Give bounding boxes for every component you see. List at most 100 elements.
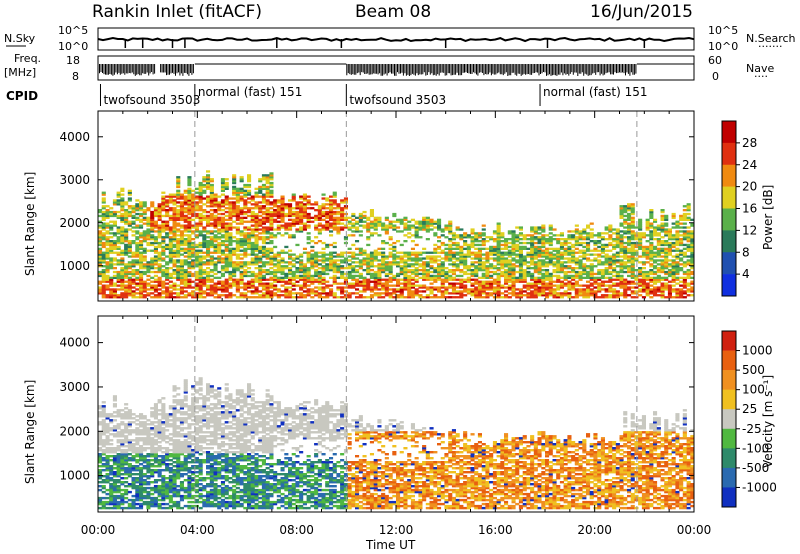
heatmap-cell (265, 292, 270, 295)
heatmap-cell (187, 220, 192, 223)
heatmap-cell (153, 209, 158, 212)
heatmap-cell (243, 251, 248, 254)
heatmap-cell (269, 278, 274, 281)
heatmap-cell (511, 234, 516, 237)
heatmap-cell (220, 284, 225, 287)
heatmap-cell (127, 214, 132, 218)
heatmap-cell (425, 238, 430, 241)
heatmap-cell (295, 216, 300, 219)
heatmap-cell (407, 292, 412, 295)
heatmap-cell (183, 209, 188, 212)
heatmap-cell (422, 265, 427, 268)
heatmap-cell (213, 261, 218, 264)
heatmap-cell (306, 270, 311, 274)
heatmap-cell (515, 243, 520, 247)
heatmap-cell (664, 249, 669, 252)
heatmap-cell (168, 280, 173, 283)
heatmap-cell (139, 296, 144, 299)
heatmap-cell (276, 209, 281, 212)
heatmap-cell (500, 272, 505, 276)
heatmap-cell (101, 236, 106, 239)
heatmap-cell (168, 272, 173, 276)
heatmap-cell (165, 199, 170, 202)
heatmap-cell (261, 201, 266, 204)
heatmap-cell (638, 234, 643, 237)
heatmap-cell (176, 288, 181, 291)
heatmap-cell (660, 236, 665, 239)
heatmap-cell (321, 276, 326, 279)
heatmap-cell (116, 296, 121, 299)
heatmap-cell (582, 294, 587, 297)
heatmap-cell (176, 210, 181, 214)
heatmap-cell (191, 263, 196, 266)
heatmap-cell (593, 286, 598, 289)
heatmap-cell (209, 199, 214, 202)
heatmap-cell (608, 249, 613, 252)
heatmap-cell (377, 253, 382, 256)
heatmap-cell (224, 185, 229, 189)
heatmap-cell (206, 292, 211, 295)
heatmap-cell (224, 245, 229, 249)
heatmap-cell (485, 282, 490, 285)
heatmap-cell (604, 288, 609, 291)
heatmap-cell (522, 261, 527, 264)
heatmap-cell (518, 247, 523, 250)
heatmap-cell (157, 226, 162, 229)
heatmap-cell (440, 286, 445, 289)
heatmap-cell (183, 220, 188, 223)
heatmap-cell (533, 226, 538, 229)
heatmap-cell (120, 261, 125, 264)
heatmap-cell (105, 251, 110, 254)
heatmap-cell (265, 278, 270, 281)
heatmap-cell (273, 212, 278, 216)
heatmap-cell (615, 240, 620, 243)
heatmap-cell (172, 243, 177, 247)
heatmap-cell (317, 214, 322, 218)
heatmap-cell (604, 226, 609, 229)
heatmap-cell (496, 222, 501, 225)
heatmap-cell (645, 249, 650, 252)
heatmap-cell (649, 226, 654, 229)
heatmap-cell (504, 261, 509, 264)
heatmap-cell (627, 236, 632, 239)
heatmap-cell (515, 296, 520, 299)
heatmap-cell (239, 274, 244, 278)
heatmap-cell (187, 207, 192, 210)
heatmap-cell (340, 288, 345, 291)
heatmap-cell (422, 224, 427, 227)
heatmap-cell (157, 209, 162, 212)
heatmap-cell (280, 251, 285, 254)
heatmap-cell (329, 259, 334, 262)
heatmap-cell (302, 286, 307, 289)
heatmap-cell (228, 210, 233, 214)
heatmap-cell (127, 197, 132, 200)
heatmap-cell (280, 226, 285, 229)
heatmap-cell (425, 226, 430, 229)
heatmap-cell (187, 272, 192, 276)
heatmap-cell (139, 247, 144, 250)
heatmap-cell (686, 259, 691, 262)
heatmap-cell (477, 280, 482, 283)
heatmap-cell (530, 276, 535, 279)
heatmap-cell (414, 243, 419, 247)
heatmap-cell (269, 261, 274, 264)
heatmap-cell (545, 278, 550, 281)
heatmap-cell (410, 296, 415, 299)
heatmap-cell (589, 222, 594, 225)
heatmap-cell (507, 288, 512, 291)
heatmap-cell (567, 282, 572, 285)
heatmap-cell (682, 253, 687, 256)
heatmap-cell (116, 270, 121, 274)
heatmap-cell (425, 276, 430, 279)
heatmap-cell (321, 224, 326, 227)
heatmap-cell (194, 197, 199, 200)
heatmap-cell (496, 228, 501, 231)
heatmap-cell (597, 282, 602, 285)
heatmap-cell (664, 251, 669, 254)
heatmap-cell (586, 253, 591, 256)
heatmap-cell (638, 228, 643, 231)
heatmap-cell (105, 238, 110, 241)
heatmap-cell (146, 284, 151, 287)
heatmap-cell (239, 199, 244, 202)
heatmap-cell (608, 226, 613, 229)
